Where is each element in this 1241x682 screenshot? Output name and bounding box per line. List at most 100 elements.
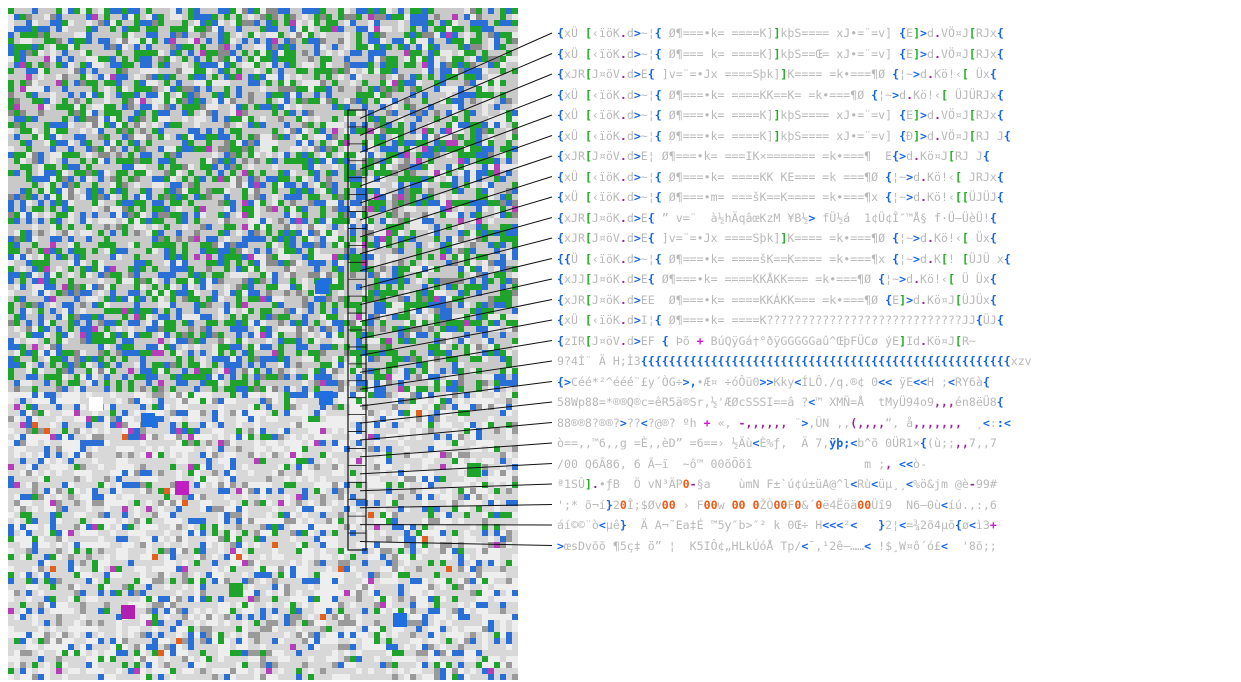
row-segment: {: [899, 46, 907, 61]
row-segment: Üx: [968, 67, 990, 81]
row-segment: {: [654, 108, 662, 122]
row-segment: VÖ¤J: [941, 46, 969, 61]
row-segment: Kö!‹: [927, 169, 955, 184]
row-segment: §a ùmN F±`ú¢ú±üA@^l: [696, 477, 851, 491]
row-segment: Rù: [857, 477, 872, 491]
row-segment: 0: [815, 497, 823, 512]
row-segment: 00 0: [731, 497, 760, 512]
row-segment: ¦~: [892, 169, 907, 184]
row-segment: {: [557, 231, 564, 245]
row-segment: ';* õ¬í: [557, 497, 606, 512]
row-segment: d: [626, 231, 634, 245]
row-segment: {: [661, 333, 669, 348]
row-segment: !$¸W¤ô´ó£: [871, 538, 941, 553]
row-segment: d: [626, 128, 634, 143]
row-segment: w: [717, 497, 732, 512]
leader-line: [359, 94, 553, 170]
decoded-row-24: ';* õ¬í}20Î;$Øv00 › F00w 00 0ŽÒ00F0&´0ë4…: [557, 495, 997, 515]
row-segment: ]: [913, 26, 921, 40]
row-segment: >: [906, 292, 914, 307]
row-segment: d: [626, 210, 634, 225]
leader-line: [359, 340, 553, 373]
row-segment: -: [968, 477, 976, 491]
row-segment: -: [689, 477, 697, 491]
row-segment: {: [654, 26, 662, 40]
row-segment: ò-: [913, 456, 927, 471]
row-segment: {: [892, 231, 900, 245]
row-segment: <<: [913, 374, 928, 389]
row-segment: Þõ: [668, 333, 697, 348]
row-segment: “, å: [885, 415, 914, 430]
row-segment: {: [920, 436, 927, 450]
row-segment: >: [920, 46, 928, 61]
row-segment: <: [850, 477, 858, 491]
row-segment: [: [584, 26, 592, 40]
row-segment: 00: [857, 497, 872, 512]
row-segment: .: [619, 46, 627, 61]
row-segment: R~: [961, 333, 976, 348]
row-segment: >: [899, 149, 907, 163]
row-segment: {: [982, 149, 990, 163]
row-segment: E: [640, 210, 648, 225]
row-segment: [: [584, 251, 592, 266]
row-segment: ]: [899, 333, 907, 348]
row-segment: >: [920, 128, 928, 143]
row-segment: >: [557, 538, 564, 553]
row-segment: <: [947, 374, 955, 389]
row-segment: >: [633, 210, 641, 225]
row-segment: BúQÿGá†°ðÿGGGGGaû^ŒþFÜCø ýE: [703, 333, 900, 348]
row-segment: «,: [710, 415, 739, 430]
row-segment: [: [584, 87, 592, 102]
row-segment: .: [619, 251, 627, 266]
row-segment: 0Œ÷ H: [787, 518, 823, 532]
row-segment: ‹ïöK: [591, 190, 620, 204]
row-segment: >: [892, 87, 900, 102]
decoded-row-11: {xJR[J¤öV.d>E{ ]v=¨=•Jx ====Sþk]]K==== =…: [557, 228, 997, 248]
row-segment: ,,,,,,,: [913, 415, 962, 430]
row-segment: 0: [619, 497, 627, 512]
row-segment: >: [563, 374, 571, 389]
row-segment: >: [633, 272, 641, 286]
row-segment: {: [654, 128, 662, 143]
row-segment: .: [591, 477, 599, 491]
sampled-column-cells: [348, 126, 366, 534]
row-segment: >: [913, 231, 921, 245]
row-segment: {: [654, 190, 662, 204]
leader-line: [359, 541, 553, 546]
row-segment: 9?4Ì¨ Ä H;Ì3: [557, 354, 641, 368]
row-segment: ??: [626, 415, 641, 430]
row-segment: ]v=¨=•Jx ====Sþk]: [654, 67, 781, 81]
row-segment: ¨: [787, 415, 802, 430]
row-segment: {: [885, 169, 893, 184]
row-segment: .: [920, 190, 928, 204]
row-segment: {: [989, 210, 997, 225]
row-segment: H ;: [927, 374, 948, 389]
row-segment: RJx: [975, 46, 997, 61]
row-segment: ÜJÜ x: [968, 251, 1004, 266]
row-segment: È%ƒ, Ä 7,: [759, 436, 830, 450]
row-segment: {: [647, 231, 655, 245]
leader-line: [359, 278, 553, 323]
decoded-row-1: {xÜ [‹ïöK.d>~¦{ Ø¶===•k= ====K]]kþS==== …: [557, 23, 1004, 43]
row-segment: {: [899, 108, 907, 122]
row-segment: J¤öK: [591, 292, 620, 307]
row-segment: .: [961, 497, 969, 512]
row-segment: .: [920, 169, 928, 184]
row-segment: 00: [703, 497, 718, 512]
row-segment: d: [626, 333, 634, 348]
row-segment: Céé*²^ééé¨£y´ÒG÷: [570, 374, 683, 389]
row-segment: E: [640, 231, 648, 245]
row-segment: +: [989, 518, 997, 532]
row-segment: >: [913, 251, 921, 266]
row-segment: .: [920, 333, 928, 348]
decoded-row-20: 88®®8?®®?>??<?@®? ºh + «, -,,,,,, ¨>,ÜN …: [557, 413, 1011, 433]
row-segment: {: [996, 313, 1004, 327]
row-segment: >: [633, 231, 641, 245]
row-segment: [: [961, 251, 969, 266]
row-segment: RJx: [975, 108, 997, 122]
row-segment: {: [557, 313, 564, 327]
row-segment: .: [920, 292, 928, 307]
row-segment: [: [584, 67, 592, 81]
row-segment: {: [557, 374, 564, 389]
